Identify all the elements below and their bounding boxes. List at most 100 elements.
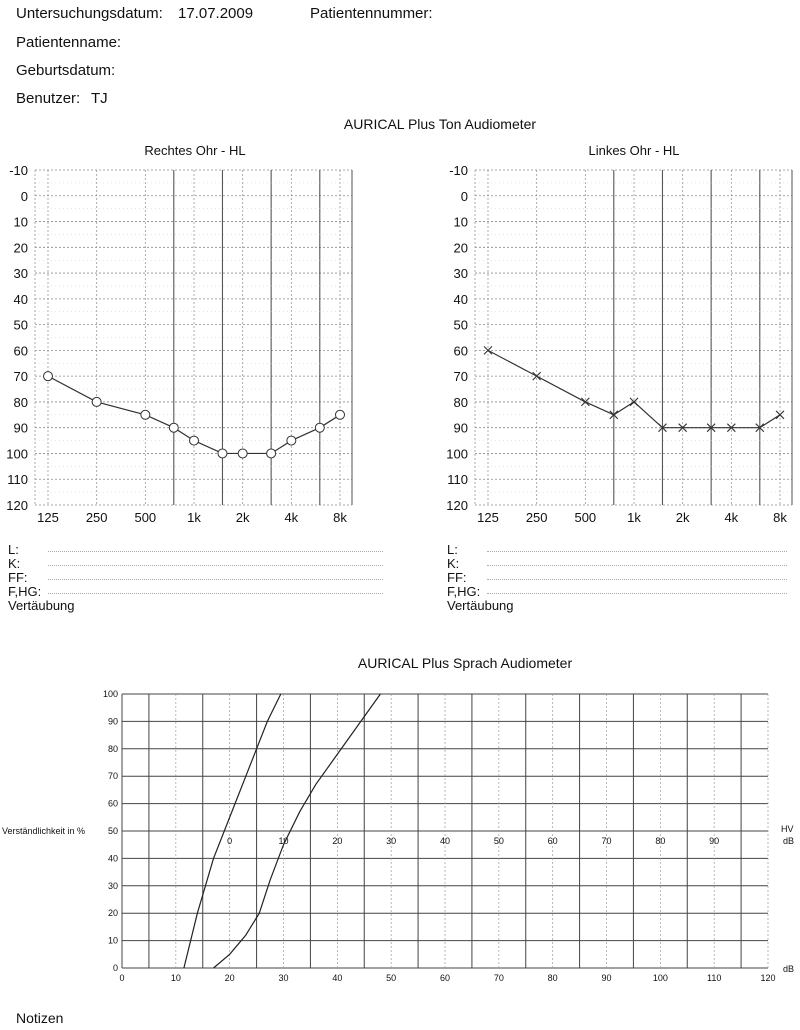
user-value: TJ [91, 90, 108, 107]
y-tick-label: 30 [454, 266, 468, 281]
x-tick-label: 100 [653, 973, 668, 983]
marker-stroke [532, 371, 542, 381]
hv-tick-label: 50 [494, 836, 504, 846]
hv-tick-label: 60 [548, 836, 558, 846]
left-ear-title: Linkes Ohr - HL [588, 143, 680, 158]
data-point [629, 397, 639, 407]
x-tick-label: 8k [773, 510, 787, 525]
y-tick-label: 110 [447, 472, 468, 487]
marker-stroke [726, 423, 736, 433]
grid [34, 169, 353, 506]
data-point [237, 448, 248, 459]
y-tick-label: 10 [108, 936, 118, 946]
data-point [580, 397, 590, 407]
x-tick-label: 500 [134, 510, 156, 525]
y-tick-label: 90 [108, 716, 118, 726]
y-tick-label: 120 [446, 498, 468, 513]
y-tick-label: 40 [454, 292, 468, 307]
x-tick-label: 40 [332, 973, 342, 983]
x-tick-label: 1k [187, 510, 201, 525]
y-tick-label: 70 [454, 369, 468, 384]
grid [121, 693, 769, 969]
left-ear-legend: L: K: FF: F,HG: Vertäubung [447, 543, 514, 613]
legend-ff: FF: [8, 570, 28, 585]
data-point [678, 423, 688, 433]
data-point [189, 435, 199, 446]
marker-stroke [609, 410, 619, 420]
data-point [706, 423, 716, 433]
marker-stroke [755, 423, 765, 433]
hv-tick-label: 30 [386, 836, 396, 846]
data-point [266, 448, 277, 459]
y-tick-label: 120 [6, 498, 28, 513]
speech-curve [183, 693, 282, 969]
data-point [314, 422, 325, 433]
legend-line [487, 593, 787, 594]
y-tick-label: 80 [14, 395, 28, 410]
data-point [43, 371, 53, 382]
x-tick-label: 8k [333, 510, 347, 525]
legend-line [487, 551, 787, 552]
exam-date-value: 17.07.2009 [178, 5, 254, 22]
y-tick-label: 110 [7, 472, 28, 487]
x-tick-label: 2k [236, 510, 250, 525]
y-tick-label: 0 [113, 963, 118, 973]
y-tick-label: 90 [14, 421, 28, 436]
marker-stroke [629, 397, 639, 407]
marker-stroke [580, 397, 590, 407]
y-tick-label: 70 [14, 369, 28, 384]
y-tick-label: 100 [446, 446, 468, 461]
right-ear-legend: L: K: FF: F,HG: Vertäubung [8, 543, 75, 613]
data-point [335, 409, 345, 420]
y-tick-label: 20 [14, 240, 28, 255]
legend-k: K: [447, 556, 460, 571]
x-tick-label: 110 [707, 973, 721, 983]
data-point [658, 423, 667, 433]
data-point [532, 371, 542, 381]
data-point [726, 423, 736, 433]
legend-fhg: F,HG: [8, 584, 42, 599]
legend-fhg: F,HG: [447, 584, 481, 599]
marker-stroke [483, 345, 493, 355]
y-tick-label: 50 [108, 826, 118, 836]
marker-stroke [706, 423, 716, 433]
x-tick-label: 4k [284, 510, 298, 525]
legend-masking: Vertäubung [447, 598, 514, 613]
y-tick-label: 20 [454, 240, 468, 255]
data-point [483, 345, 493, 355]
y-tick-label: 100 [103, 689, 118, 699]
legend-l: L: [8, 542, 19, 557]
y-tick-label: 50 [14, 318, 28, 333]
data-point [609, 410, 619, 420]
y-tick-label: -10 [9, 163, 28, 178]
x-tick-label: 4k [724, 510, 738, 525]
exam-date-label: Untersuchungsdatum: [16, 5, 163, 22]
right-ear-title: Rechtes Ohr - HL [144, 143, 246, 158]
y-tick-label: 20 [108, 908, 118, 918]
legend-line [487, 565, 787, 566]
speech-curve [213, 693, 381, 969]
user-label: Benutzer: [16, 90, 81, 107]
legend-masking: Vertäubung [8, 598, 75, 613]
y-tick-label: 70 [108, 771, 118, 781]
x-tick-label: 125 [477, 510, 499, 525]
y-tick-label: 10 [14, 215, 28, 230]
data-point [755, 423, 765, 433]
left-ear-audiogram: -10 0 10 20 30 40 50 60 70 80 90 100 110 120 125 250 50… [446, 163, 793, 525]
legend-line [487, 579, 787, 580]
data-point [286, 435, 297, 446]
x-tick-label: 125 [37, 510, 59, 525]
data-point [168, 422, 179, 433]
marker-stroke [658, 423, 667, 433]
data-point [91, 396, 102, 407]
x-tick-label: 20 [225, 973, 235, 983]
x-axis-unit: dB [783, 964, 794, 974]
hv-tick-label: 40 [440, 836, 450, 846]
notes-label: Notizen [16, 1010, 64, 1026]
patient-number-label: Patientennummer: [310, 5, 433, 22]
legend-line [48, 551, 383, 552]
x-tick-label: 90 [601, 973, 611, 983]
data-point [140, 409, 151, 420]
tone-audiometer-title: AURICAL Plus Ton Audiometer [343, 116, 537, 132]
